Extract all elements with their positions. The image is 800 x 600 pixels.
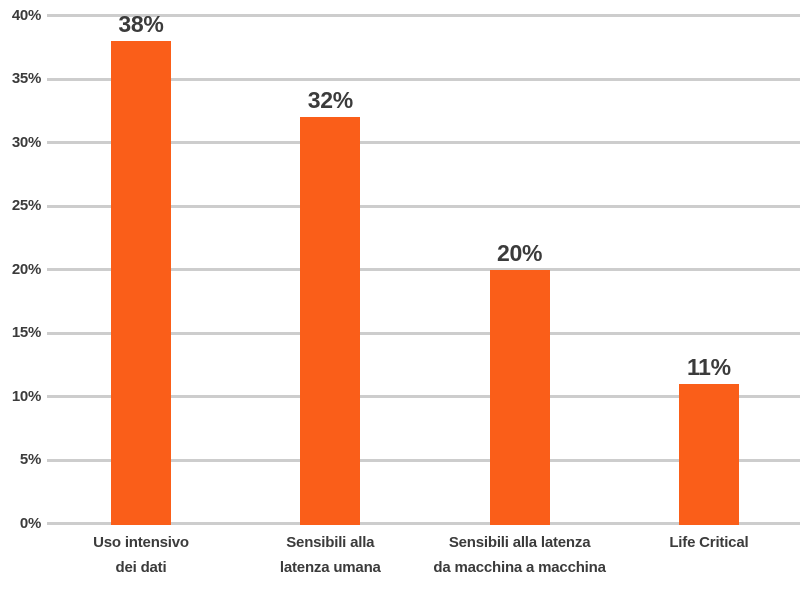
y-axis-tick-label: 10% <box>11 387 41 405</box>
x-axis-category-label: Sensibili alla latenza da macchina a macc… <box>415 530 625 580</box>
bar-4 <box>678 383 739 525</box>
y-axis-tick-label: 0% <box>19 514 41 532</box>
y-axis-tick-label: 40% <box>11 6 41 24</box>
category-label-line: Sensibili alla <box>286 534 375 551</box>
gridline <box>47 268 800 272</box>
y-axis-tick-label: 30% <box>11 133 41 151</box>
gridline <box>47 77 800 81</box>
gridline <box>47 458 800 462</box>
x-axis-category-label: Sensibili alla latenza umana <box>225 530 435 580</box>
gridline <box>47 141 800 145</box>
y-axis-tick-label: 5% <box>19 451 41 469</box>
category-label-line: latenza umana <box>279 559 381 576</box>
gridline <box>47 395 800 399</box>
y-axis-tick-label: 35% <box>11 70 41 88</box>
gridline <box>47 204 800 208</box>
y-axis-tick-label: 15% <box>11 324 41 342</box>
x-axis-category-label: Life Critical <box>604 530 800 555</box>
gridline <box>47 331 800 335</box>
bar-value-label: 32% <box>307 87 353 114</box>
bar-value-label: 20% <box>497 239 543 266</box>
category-label-line: da macchina a macchina <box>433 559 606 576</box>
gridline <box>47 522 800 525</box>
bar-value-label: 38% <box>118 11 164 38</box>
bar-3 <box>489 269 550 525</box>
y-axis-tick-label: 25% <box>11 197 41 215</box>
bar-1 <box>111 41 171 525</box>
category-label-line: Uso intensivo <box>93 534 189 551</box>
gridline <box>47 14 800 18</box>
category-label-line: dei dati <box>115 559 167 576</box>
category-label-line: Life Critical <box>669 534 749 551</box>
bar-2 <box>300 117 361 525</box>
bar-value-label: 11% <box>686 353 731 380</box>
y-axis-tick-label: 20% <box>11 260 41 278</box>
x-axis-category-label: Uso intensivo dei dati <box>36 530 246 580</box>
category-label-line: Sensibili alla latenza <box>448 534 591 551</box>
